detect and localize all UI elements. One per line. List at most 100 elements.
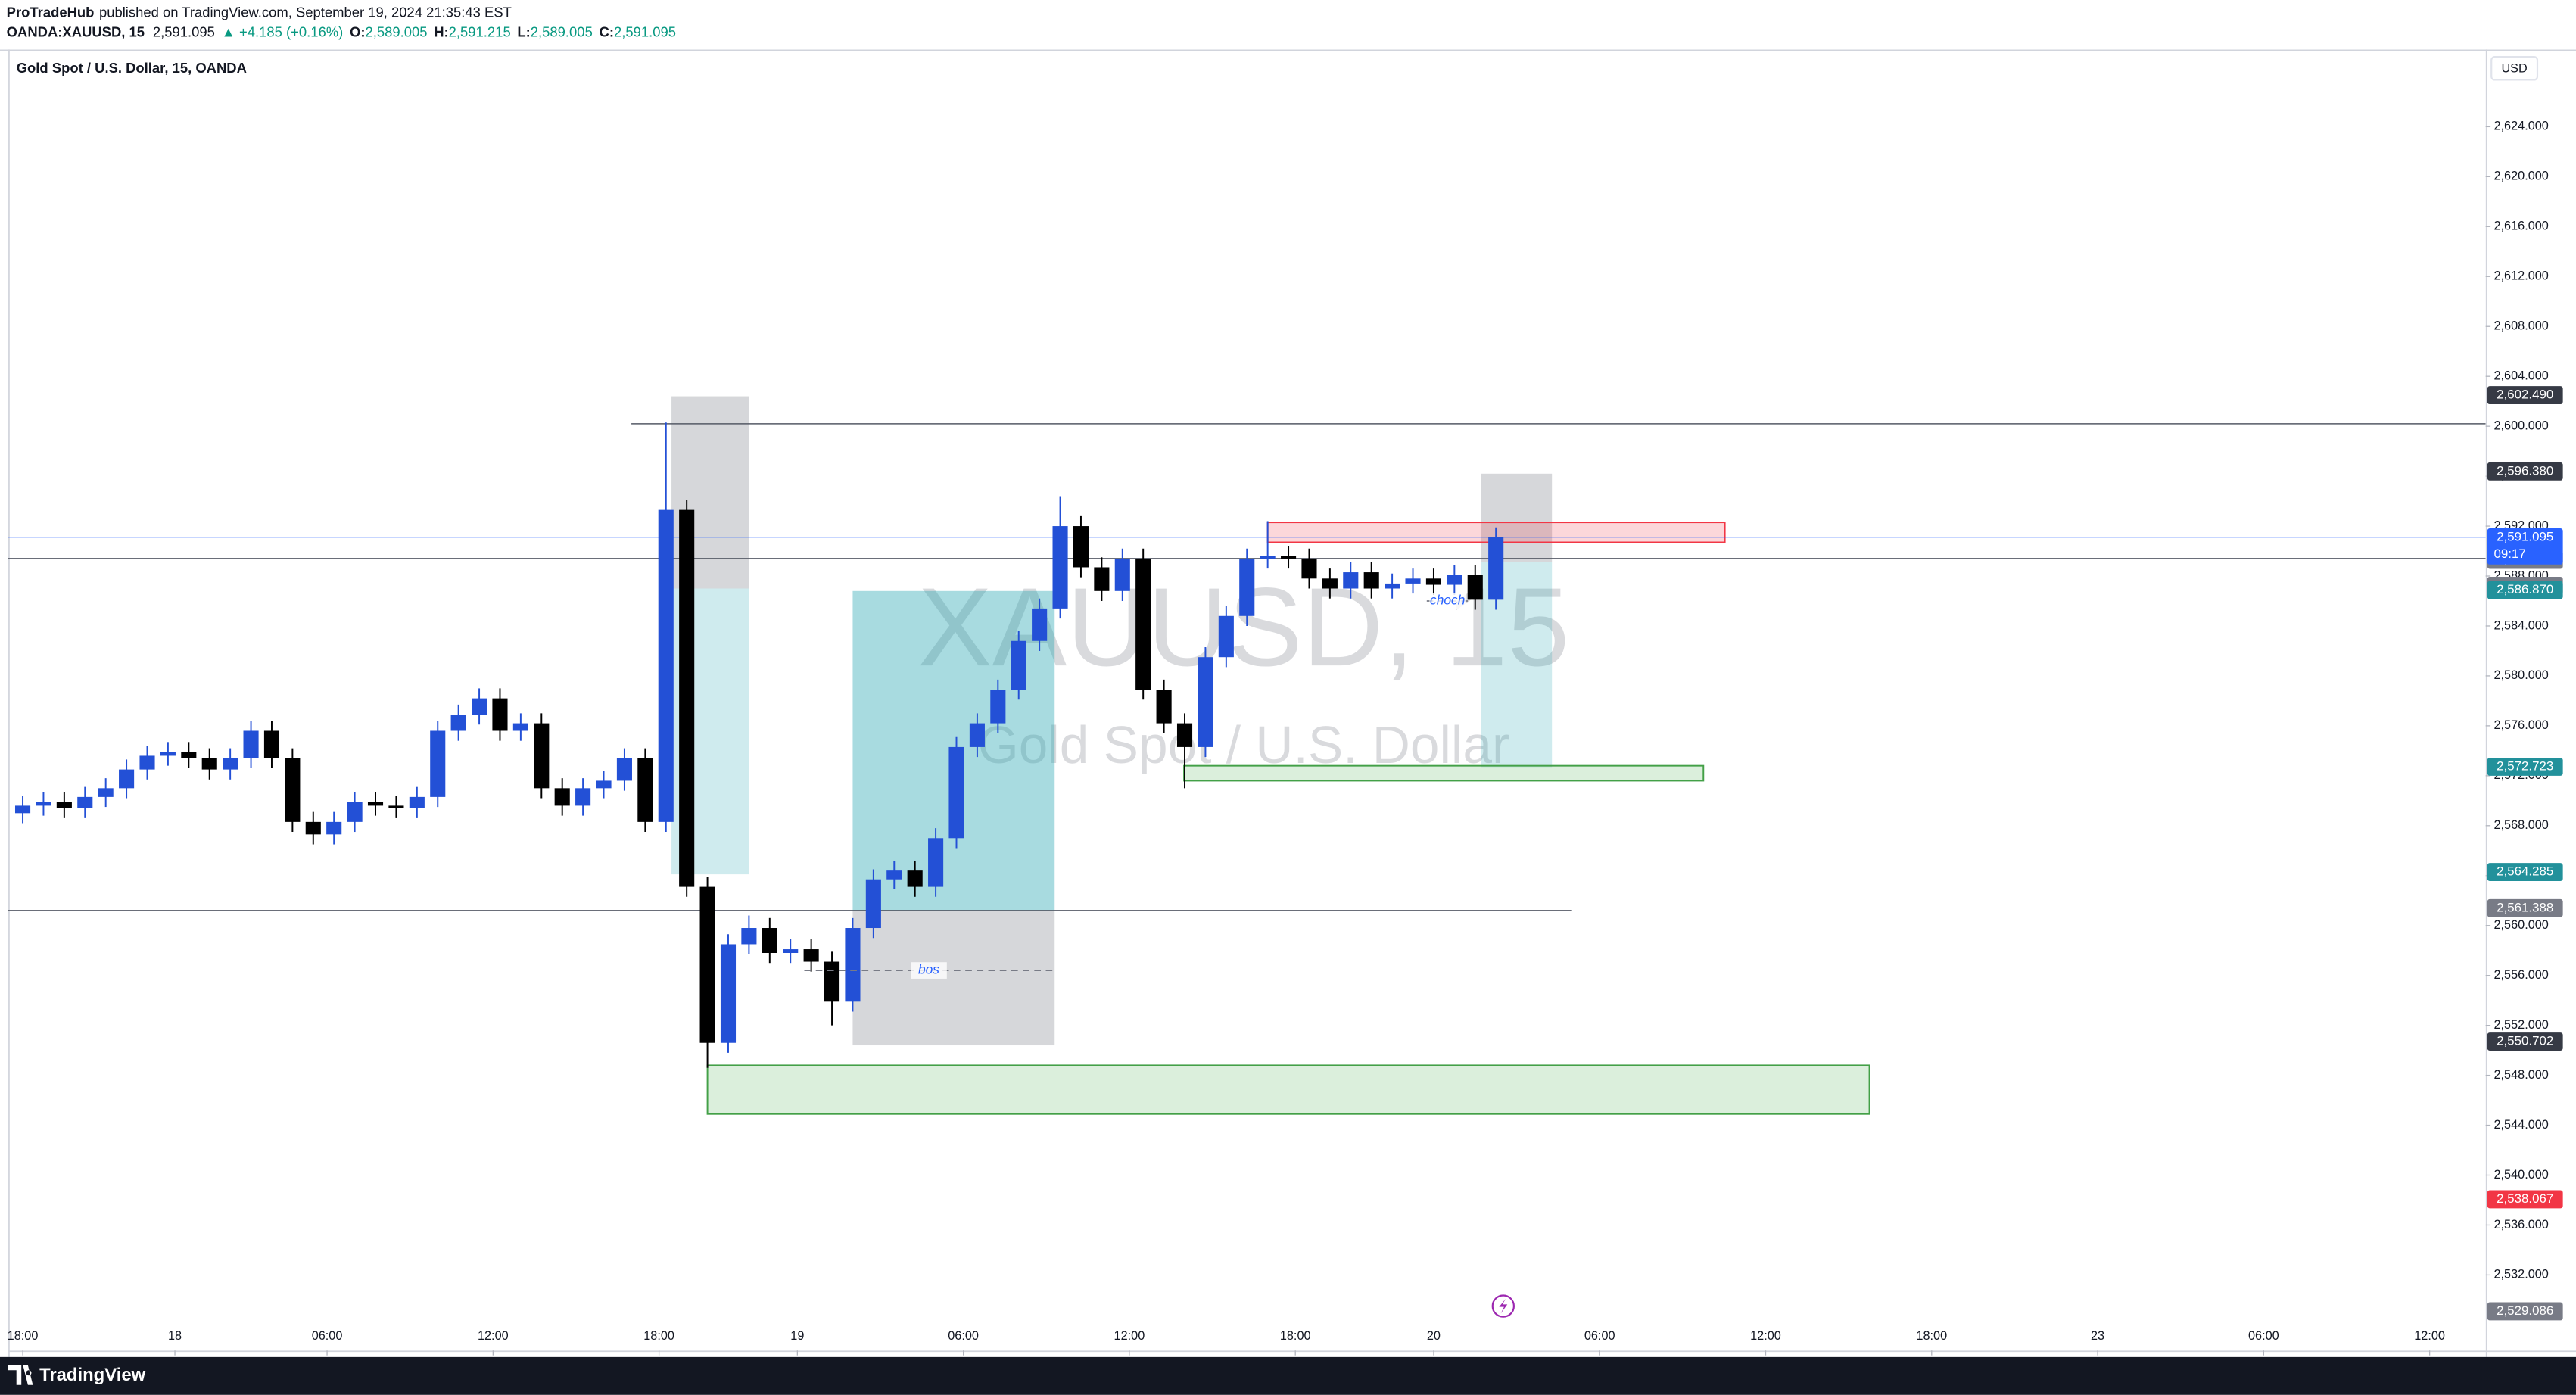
y-tick-label: 2,568.000 <box>2493 818 2548 832</box>
x-tick-label: 12:00 <box>478 1329 509 1343</box>
candle-body <box>1447 575 1462 585</box>
price-label-box <box>2487 1190 2563 1209</box>
x-tick-label: 12:00 <box>1114 1329 1145 1343</box>
y-tick-label: 2,552.000 <box>2493 1018 2548 1032</box>
price-label: 2,561.388 <box>2497 900 2553 914</box>
candle-body <box>1052 526 1068 609</box>
annotation-bg <box>1429 593 1466 609</box>
candle-body <box>1032 608 1048 641</box>
x-tick-label: 06:00 <box>1584 1329 1615 1343</box>
candle-body <box>1301 558 1317 579</box>
candle-body <box>575 788 591 806</box>
candle-body <box>783 949 799 953</box>
price-label: 2,538.067 <box>2497 1191 2553 1206</box>
zone <box>1183 764 1705 782</box>
candle-body <box>492 698 508 731</box>
watermark-name: Gold Spot / U.S. Dollar <box>978 715 1509 774</box>
price-label-box <box>2487 898 2563 917</box>
currency-button[interactable] <box>2490 56 2539 81</box>
y-tick-label: 2,532.000 <box>2493 1268 2548 1281</box>
candle-body <box>223 758 238 770</box>
candle-body <box>450 715 466 731</box>
x-tick-label: 06:00 <box>312 1329 343 1343</box>
candle-body <box>1198 657 1213 747</box>
footer-bar <box>0 1356 2576 1395</box>
candle-body <box>1011 640 1026 690</box>
last-price: 2,591.095 <box>153 23 215 39</box>
events-bolt <box>1499 1298 1508 1314</box>
candle-body <box>14 805 31 814</box>
price-label: 2,564.285 <box>2497 864 2553 879</box>
candle-body <box>305 821 321 835</box>
ohlc-value: 2,591.215 <box>449 23 511 39</box>
price-label: 2,586.870 <box>2497 582 2553 596</box>
x-tick-label: 18:00 <box>1916 1329 1947 1343</box>
candle-body <box>139 755 155 770</box>
price-label-box <box>2487 1302 2563 1321</box>
candle-body <box>1135 558 1151 690</box>
candle-body <box>1176 723 1193 747</box>
candle-body <box>1405 578 1421 584</box>
candle-body <box>367 802 384 806</box>
candle-body <box>1260 556 1276 559</box>
zone <box>706 1064 1870 1115</box>
y-tick-label: 2,548.000 <box>2493 1068 2548 1082</box>
candle-body <box>1425 578 1441 585</box>
x-tick-label: 20 <box>1427 1329 1441 1343</box>
annotation-bg <box>911 962 947 979</box>
y-tick-label: 2,584.000 <box>2493 618 2548 632</box>
candle-body <box>596 780 612 789</box>
y-tick-label: 2,620.000 <box>2493 170 2548 183</box>
price-label: 2,602.490 <box>2497 388 2553 402</box>
candle-body <box>160 752 176 756</box>
candle-body <box>824 961 840 1002</box>
candle-body <box>658 509 674 822</box>
candle-body <box>77 796 93 808</box>
annotation-label: choch <box>1430 593 1465 608</box>
published-text: published on TradingView.com, September … <box>99 4 512 20</box>
candle-body <box>886 870 902 880</box>
x-tick-label: 23 <box>2091 1329 2104 1343</box>
candle-body <box>1322 578 1338 589</box>
candle-body <box>430 730 446 797</box>
ohlc-label: H: <box>434 23 448 39</box>
candle-body <box>181 752 197 758</box>
price-label: 2,529.086 <box>2497 1303 2553 1318</box>
symbol: OANDA:XAUUSD, 15 <box>7 23 145 39</box>
price-label-box <box>2487 462 2563 481</box>
ohlc-label: O: <box>350 23 365 39</box>
x-tick-label: 06:00 <box>948 1329 979 1343</box>
candle-body <box>285 758 301 822</box>
ohlc-value: 2,591.095 <box>614 23 676 39</box>
currency-label[interactable]: USD <box>2501 62 2527 76</box>
candle-body <box>948 746 964 839</box>
candle-body <box>201 758 217 770</box>
legend-title: Gold Spot / U.S. Dollar, 15, OANDA <box>17 60 247 76</box>
y-tick-label: 2,600.000 <box>2493 419 2548 432</box>
candle-body <box>56 802 72 808</box>
x-tick-label: 12:00 <box>1750 1329 1781 1343</box>
y-tick-label: 2,616.000 <box>2493 220 2548 233</box>
brand-name: TradingView <box>39 1365 146 1385</box>
candle-body <box>699 886 715 1043</box>
ohlc-value: 2,589.005 <box>531 23 593 39</box>
candle-body <box>1281 556 1297 559</box>
y-tick-label: 2,604.000 <box>2493 369 2548 382</box>
candle-body <box>1363 572 1379 589</box>
publish-line: ProTradeHub published on TradingView.com,… <box>7 4 512 20</box>
candle-body <box>637 758 653 822</box>
y-tick-label: 2,540.000 <box>2493 1168 2548 1182</box>
x-tick-label: 18:00 <box>643 1329 674 1343</box>
candle-body <box>803 949 819 962</box>
candle-body <box>1114 558 1130 591</box>
candle-body <box>741 928 757 945</box>
price-label-box <box>2487 528 2563 565</box>
annotation-label: bos <box>918 962 939 977</box>
price-label: 2,550.702 <box>2497 1034 2553 1048</box>
candle-body <box>243 730 259 758</box>
candle-body <box>1156 690 1172 724</box>
candle-body <box>263 730 280 758</box>
candle-body <box>119 769 135 789</box>
ohlc-value: 2,589.005 <box>366 23 428 39</box>
y-tick-label: 2,544.000 <box>2493 1118 2548 1132</box>
